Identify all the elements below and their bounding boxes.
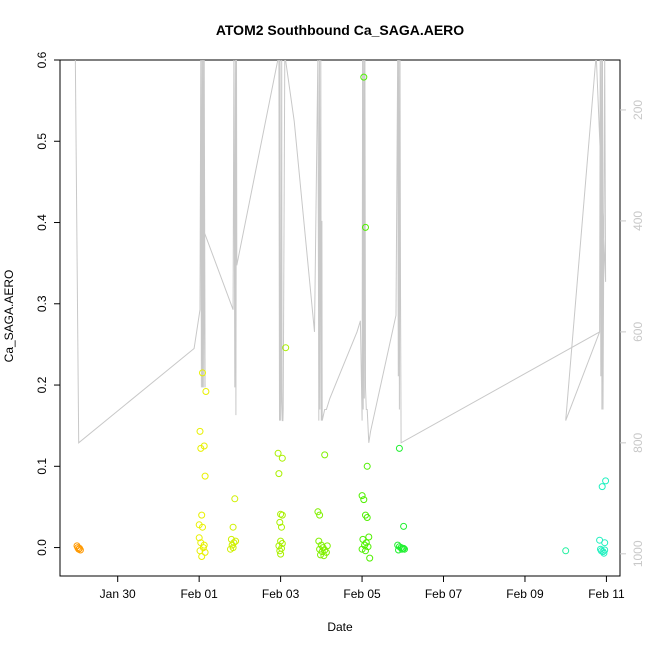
x-tick-label: Feb 03 bbox=[262, 587, 300, 601]
altitude-trace bbox=[74, 60, 607, 444]
data-point bbox=[363, 514, 371, 521]
data-point bbox=[76, 544, 83, 552]
data-point bbox=[200, 442, 208, 450]
data-point bbox=[360, 73, 368, 81]
plot-frame bbox=[59, 59, 621, 577]
data-point bbox=[232, 537, 240, 545]
x-tick-label: Feb 09 bbox=[506, 587, 544, 601]
data-point bbox=[277, 550, 285, 558]
y-axis: 0.0 0.1 0.2 0.3 0.4 0.5 0.6 bbox=[35, 51, 60, 556]
y-axis-label: Ca_SAGA.AERO bbox=[2, 270, 16, 363]
x-tick-label: Feb 01 bbox=[180, 587, 218, 601]
y-tick-label: 0.1 bbox=[35, 458, 49, 475]
y-tick-label: 0.2 bbox=[35, 376, 49, 393]
data-point bbox=[362, 223, 369, 231]
data-point bbox=[278, 523, 285, 531]
y-tick-label: 0.3 bbox=[35, 295, 49, 312]
data-point bbox=[276, 547, 284, 555]
data-point bbox=[598, 483, 606, 491]
data-point bbox=[601, 546, 609, 554]
x-tick-label: Feb 05 bbox=[343, 587, 381, 601]
data-point bbox=[202, 388, 210, 395]
right-altitude-axis: 200 400 600 800 1000 bbox=[620, 100, 645, 567]
data-point bbox=[274, 449, 282, 457]
data-point bbox=[359, 535, 367, 543]
altitude-tick-label: 800 bbox=[631, 433, 645, 453]
data-point bbox=[316, 511, 324, 519]
data-point bbox=[400, 522, 408, 530]
y-tick-label: 0.0 bbox=[35, 539, 49, 556]
data-point bbox=[229, 523, 237, 531]
data-point bbox=[227, 545, 234, 553]
data-point bbox=[602, 477, 610, 485]
data-point bbox=[317, 551, 324, 559]
data-point bbox=[201, 472, 209, 480]
x-axis-label: Date bbox=[327, 620, 353, 634]
data-point bbox=[358, 545, 366, 553]
data-point bbox=[199, 369, 206, 377]
data-point bbox=[365, 533, 373, 541]
data-point bbox=[600, 549, 608, 557]
chart-title: ATOM2 Southbound Ca_SAGA.AERO bbox=[216, 22, 464, 38]
altitude-tick-label: 600 bbox=[631, 322, 645, 342]
data-point bbox=[562, 547, 570, 555]
data-point bbox=[400, 544, 408, 552]
data-points bbox=[73, 73, 610, 562]
x-tick-label: Feb 11 bbox=[588, 587, 625, 601]
data-point bbox=[201, 548, 209, 556]
data-point bbox=[196, 427, 204, 435]
y-tick-label: 0.4 bbox=[35, 214, 49, 231]
data-point bbox=[282, 344, 290, 352]
data-point bbox=[366, 554, 374, 562]
data-point bbox=[314, 508, 322, 516]
data-point bbox=[321, 451, 329, 459]
altitude-tick-label: 1000 bbox=[631, 540, 645, 567]
data-point bbox=[362, 547, 369, 555]
data-point bbox=[275, 470, 283, 478]
y-tick-label: 0.5 bbox=[35, 133, 49, 150]
data-point bbox=[323, 542, 331, 550]
x-tick-label: Feb 07 bbox=[425, 587, 463, 601]
x-tick-label: Jan 30 bbox=[100, 587, 136, 601]
data-point bbox=[195, 534, 203, 542]
data-point bbox=[395, 444, 403, 452]
y-tick-label: 0.6 bbox=[35, 51, 49, 68]
data-point bbox=[320, 552, 328, 560]
data-point bbox=[358, 492, 366, 500]
data-point bbox=[198, 553, 206, 560]
data-point bbox=[199, 523, 206, 531]
data-point bbox=[360, 496, 368, 504]
x-axis: Jan 30 Feb 01 Feb 03 Feb 05 Feb 07 Feb 09 Feb … bbox=[100, 576, 625, 601]
data-point bbox=[601, 539, 609, 547]
data-point bbox=[198, 511, 206, 519]
data-point bbox=[363, 462, 371, 470]
data-point bbox=[276, 518, 284, 526]
altitude-tick-label: 400 bbox=[631, 211, 645, 231]
data-point bbox=[231, 495, 239, 503]
data-point bbox=[278, 454, 286, 462]
altitude-line-layer bbox=[74, 60, 607, 444]
data-point bbox=[278, 511, 286, 519]
altitude-tick-label: 200 bbox=[631, 100, 645, 120]
